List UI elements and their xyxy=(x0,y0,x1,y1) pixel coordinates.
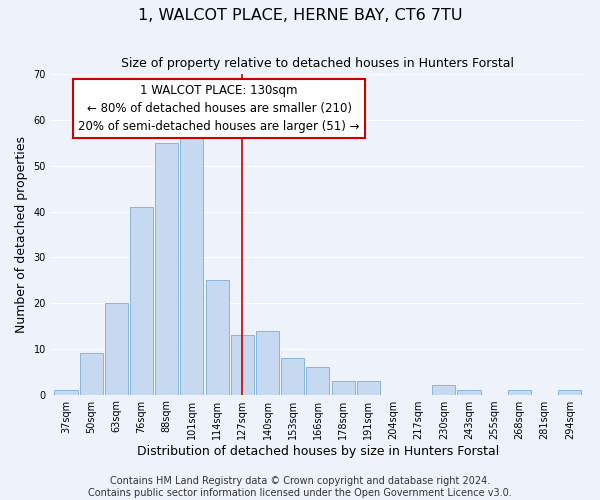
Bar xyxy=(55,390,77,394)
Bar xyxy=(181,130,203,394)
Bar xyxy=(256,330,279,394)
Text: 1, WALCOT PLACE, HERNE BAY, CT6 7TU: 1, WALCOT PLACE, HERNE BAY, CT6 7TU xyxy=(138,8,462,22)
Bar xyxy=(155,143,178,395)
Title: Size of property relative to detached houses in Hunters Forstal: Size of property relative to detached ho… xyxy=(121,58,514,70)
Bar xyxy=(558,390,581,394)
Bar xyxy=(357,381,380,394)
Y-axis label: Number of detached properties: Number of detached properties xyxy=(15,136,28,333)
X-axis label: Distribution of detached houses by size in Hunters Forstal: Distribution of detached houses by size … xyxy=(137,444,499,458)
Bar xyxy=(281,358,304,395)
Bar xyxy=(332,381,355,394)
Bar xyxy=(457,390,481,394)
Bar xyxy=(80,354,103,395)
Bar xyxy=(307,367,329,394)
Bar xyxy=(130,207,153,394)
Bar xyxy=(508,390,531,394)
Bar xyxy=(432,386,455,394)
Text: 1 WALCOT PLACE: 130sqm
← 80% of detached houses are smaller (210)
20% of semi-de: 1 WALCOT PLACE: 130sqm ← 80% of detached… xyxy=(79,84,360,133)
Bar xyxy=(105,303,128,394)
Bar xyxy=(231,335,254,394)
Text: Contains HM Land Registry data © Crown copyright and database right 2024.
Contai: Contains HM Land Registry data © Crown c… xyxy=(88,476,512,498)
Bar xyxy=(206,280,229,394)
